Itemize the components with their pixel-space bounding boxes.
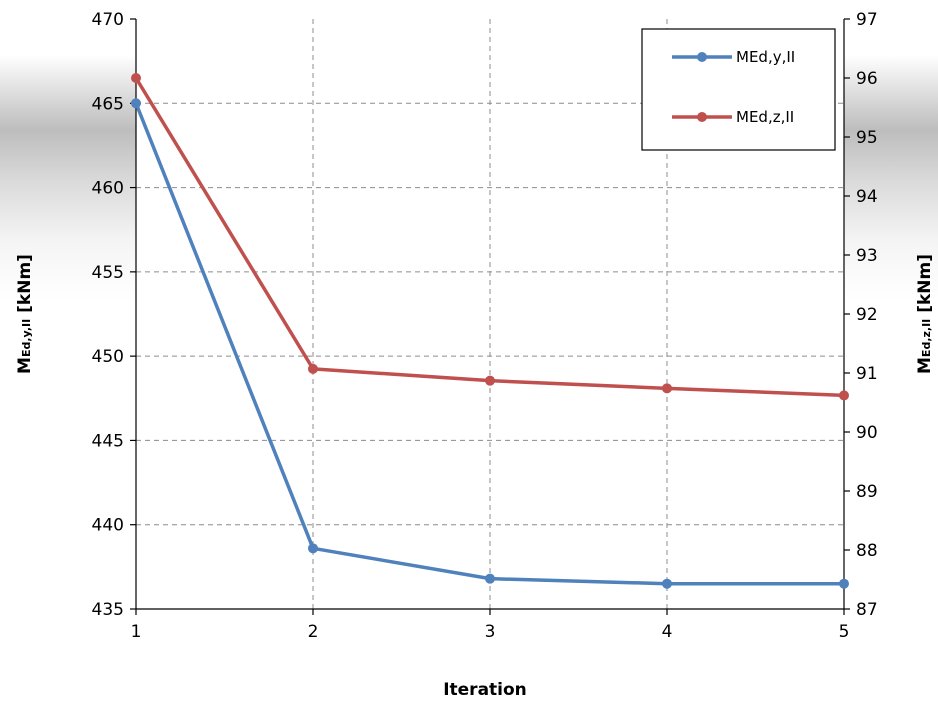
y-left-title-unit: [kNm] <box>15 254 35 319</box>
y-right-tick-label: 95 <box>856 128 878 148</box>
data-point-mz <box>308 363 318 374</box>
y-left-tick-label: 465 <box>92 94 124 114</box>
y-right-title-main: M <box>915 357 935 374</box>
x-tick-label: 5 <box>839 622 850 642</box>
svg-text:MEd,y,II [kNm]: MEd,y,II [kNm] <box>15 254 35 374</box>
y-left-tick-label: 445 <box>92 431 124 451</box>
y-right-tick-label: 90 <box>856 423 878 443</box>
y-right-axis-title: MEd,z,II [kNm] <box>915 254 935 374</box>
data-point-my <box>485 573 495 584</box>
y-left-axis-title: MEd,y,II [kNm] <box>15 254 35 374</box>
y-right-tick-label: 88 <box>856 541 878 561</box>
y-left-tick-label: 470 <box>92 10 124 30</box>
y-right-tick-label: 93 <box>856 246 878 266</box>
legend: MEd,y,II MEd,z,II <box>641 28 836 151</box>
data-point-mz <box>662 383 672 394</box>
data-point-mz <box>485 375 495 386</box>
axes: 4354404454504554604654708788899091929394… <box>92 10 878 642</box>
data-point-my <box>308 543 318 554</box>
y-right-title-unit: [kNm] <box>915 254 935 319</box>
data-point-mz <box>839 390 849 401</box>
y-left-title-sub: Ed,y,II <box>20 319 33 357</box>
y-right-tick-label: 96 <box>856 69 878 89</box>
data-point-mz <box>131 73 141 83</box>
legend-swatch-marker-my <box>697 52 707 62</box>
legend-label-mz: MEd,z,II <box>736 108 794 126</box>
y-right-tick-label: 97 <box>856 10 878 30</box>
y-left-title-main: M <box>15 357 35 374</box>
series-layer <box>131 73 849 589</box>
y-right-tick-label: 91 <box>856 364 878 384</box>
data-point-my <box>839 578 849 589</box>
y-right-tick-label: 87 <box>856 600 878 620</box>
x-tick-label: 1 <box>131 622 142 642</box>
x-tick-label: 2 <box>308 622 319 642</box>
y-right-tick-label: 89 <box>856 482 878 502</box>
data-point-my <box>131 98 141 109</box>
y-left-tick-label: 435 <box>92 600 124 620</box>
y-left-tick-label: 440 <box>92 516 124 536</box>
x-axis-title: Iteration <box>443 680 527 700</box>
x-tick-label: 4 <box>662 622 673 642</box>
y-right-tick-label: 92 <box>856 305 878 325</box>
svg-text:MEd,z,II [kNm]: MEd,z,II [kNm] <box>915 254 935 374</box>
data-point-my <box>662 578 672 589</box>
y-right-title-sub: Ed,z,II <box>920 319 933 357</box>
y-left-tick-label: 460 <box>92 179 124 199</box>
legend-label-my: MEd,y,II <box>736 48 795 66</box>
y-right-tick-label: 94 <box>856 187 878 207</box>
y-left-tick-label: 450 <box>92 347 124 367</box>
y-left-tick-label: 455 <box>92 263 124 283</box>
legend-box <box>641 28 836 151</box>
legend-swatch-marker-mz <box>697 112 707 122</box>
x-tick-label: 3 <box>485 622 496 642</box>
